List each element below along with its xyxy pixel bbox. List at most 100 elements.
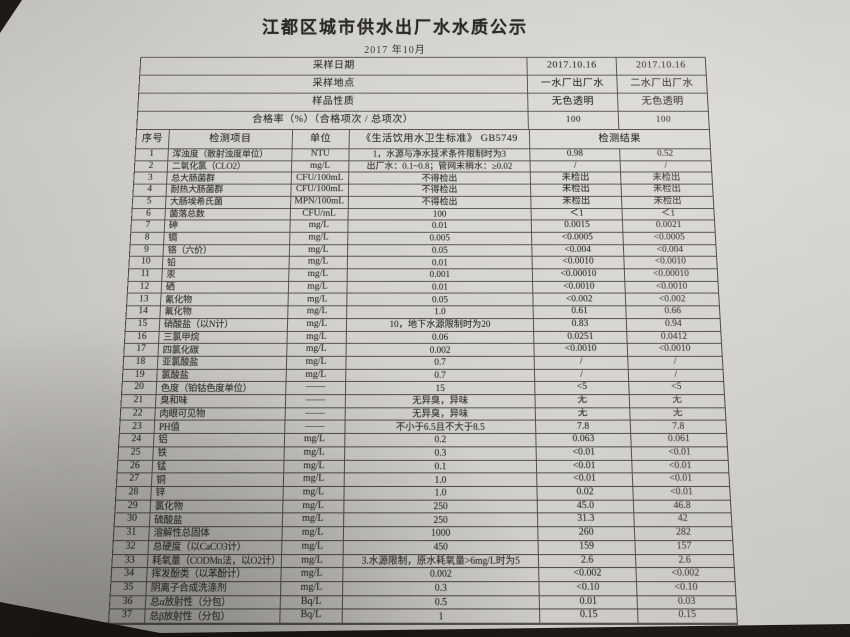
cell-result-plant2: 42 xyxy=(634,513,732,528)
cell-no: 12 xyxy=(127,281,163,294)
cell-result-plant1: <0.004 xyxy=(532,244,625,258)
cell-result-plant1: 0.063 xyxy=(536,434,632,448)
cell-no: 27 xyxy=(116,473,153,488)
cell-result-plant1: 0.01 xyxy=(539,595,639,610)
cell-standard: 0.05 xyxy=(347,293,534,307)
meta-label: 样品性质 xyxy=(138,93,529,112)
table-row: 4 耐热大肠菌群 CFU/100mL 不得检出 未检出 未检出 xyxy=(133,184,713,197)
table-row: 18 亚氯酸盐 mg/L 0.7 / / xyxy=(123,356,723,370)
cell-item: 挥发酚类（以苯酚计） xyxy=(146,568,282,583)
cell-unit: mg/L xyxy=(283,487,345,501)
cell-unit: mg/L xyxy=(284,447,346,461)
cell-result-plant2: 未检出 xyxy=(621,184,713,197)
cell-no: 24 xyxy=(119,434,155,448)
cell-standard: 出厂水：0.1~0.8；管网末梢水：≥0.02 xyxy=(349,161,531,173)
cell-result-plant2: <5 xyxy=(629,382,724,396)
cell-result-plant2: 0.0412 xyxy=(627,331,722,345)
meta-value-plant2: 无色透明 xyxy=(617,93,708,112)
cell-result-plant1: <0.01 xyxy=(536,447,633,461)
cell-item: 锌 xyxy=(151,487,284,501)
cell-unit: mg/L xyxy=(286,344,347,357)
table-row: 14 氟化物 mg/L 1.0 0.61 0.66 xyxy=(126,306,720,319)
cell-no: 4 xyxy=(133,184,167,197)
title-block: 江都区城市供水出厂水水质公示 2017 年10月 xyxy=(0,13,790,56)
table-row: 21 臭和味 —— 无异臭，异味 无 无 xyxy=(121,395,725,409)
cell-item: 耗氧量（CODMn法，以O2计） xyxy=(147,554,282,569)
cell-item: 总α放射性（分包） xyxy=(145,595,281,610)
table-row: 10 铅 mg/L 0.01 <0.0010 <0.0010 xyxy=(129,257,717,270)
cell-result-plant1: 159 xyxy=(538,540,636,555)
table-row: 33 耗氧量（CODMn法，以O2计） mg/L 3.水源限制，原水耗氧量>6m… xyxy=(112,554,734,569)
cell-result-plant1: <0.0010 xyxy=(532,257,625,270)
cell-item: 大肠埃希氏菌 xyxy=(165,196,291,209)
cell-no: 32 xyxy=(112,540,150,555)
cell-standard: 0.05 xyxy=(347,244,533,258)
cell-result-plant1: / xyxy=(534,369,630,383)
meta-row-sample-nature: 样品性质 无色透明 无色透明 xyxy=(138,93,708,112)
cell-result-plant2: <0.01 xyxy=(632,473,730,488)
col-header-item: 检测项目 xyxy=(168,129,293,150)
cell-result-plant2: <0.0010 xyxy=(627,344,722,357)
cell-result-plant1: <0.10 xyxy=(539,582,638,596)
cell-unit: mg/L xyxy=(289,257,348,270)
cell-unit: mg/L xyxy=(288,281,348,294)
cell-no: 16 xyxy=(124,331,160,345)
cell-no: 19 xyxy=(122,369,158,383)
meta-value-plant1: 2017.10.16 xyxy=(527,57,617,76)
cell-unit: —— xyxy=(285,395,346,409)
cell-unit: mg/L xyxy=(291,161,350,173)
cell-unit: NTU xyxy=(291,149,350,162)
cell-standard: 不小于6.5且不大于8.5 xyxy=(345,421,537,435)
cell-item: 溶解性总固体 xyxy=(149,527,283,541)
cell-standard: 0.01 xyxy=(348,220,533,233)
cell-result-plant2: / xyxy=(628,356,723,370)
cell-unit: Bq/L xyxy=(280,595,344,610)
cell-unit: CFU/100mL xyxy=(290,184,349,197)
cell-item: 硫酸盐 xyxy=(149,513,283,528)
cell-result-plant2: 0.0021 xyxy=(622,220,715,233)
cell-result-plant1: <0.002 xyxy=(533,293,627,307)
cell-unit: mg/L xyxy=(281,554,344,569)
table-row: 7 砷 mg/L 0.01 0.0015 0.0021 xyxy=(131,220,715,233)
table-row: 13 氰化物 mg/L 0.05 <0.002 <0.002 xyxy=(127,293,719,307)
cell-result-plant2: <0.0010 xyxy=(624,257,717,270)
cell-standard: 0.002 xyxy=(343,568,540,583)
cell-standard: 1.0 xyxy=(344,473,538,488)
col-header-no: 序号 xyxy=(136,129,170,150)
cell-item: 铜 xyxy=(151,473,284,488)
cell-item: 砷 xyxy=(164,220,291,233)
table-row: 12 硒 mg/L 0.01 <0.0010 <0.0010 xyxy=(127,281,719,294)
column-header-row: 序号 检测项目 单位 《生活饮用水卫生标准》 GB5749 检测结果 xyxy=(136,129,710,150)
cell-result-plant1: 未检出 xyxy=(531,196,623,209)
cell-standard: 0.7 xyxy=(346,369,536,383)
cell-result-plant1: 45.0 xyxy=(537,500,635,514)
cell-item: 锰 xyxy=(152,460,285,474)
data-rows: 1 浑浊度（散射浊度单位） NTU 1，水源与净水技术条件限制时为3 0.98 … xyxy=(109,149,737,624)
cell-result-plant2: 无 xyxy=(630,408,726,422)
cell-standard: 1，水源与净水技术条件限制时为3 xyxy=(349,149,531,162)
cell-result-plant1: 0.61 xyxy=(533,306,627,319)
cell-result-plant2: 2.6 xyxy=(635,554,734,569)
cell-result-plant2: 0.15 xyxy=(638,609,737,624)
cell-result-plant2: 0.66 xyxy=(626,306,720,319)
cell-item: 臭和味 xyxy=(155,395,286,409)
col-header-result: 检测结果 xyxy=(529,129,710,150)
meta-value-plant1: 无色透明 xyxy=(528,93,619,112)
table-row: 29 氯化物 mg/L 250 45.0 46.8 xyxy=(115,500,731,514)
cell-unit: —— xyxy=(285,382,347,396)
cell-item: PH值 xyxy=(154,421,286,435)
cell-standard: 250 xyxy=(344,500,539,514)
cell-result-plant2: 46.8 xyxy=(633,500,731,514)
cell-unit: mg/L xyxy=(289,244,349,258)
cell-unit: mg/L xyxy=(288,269,348,282)
table-row: 9 铬（六价） mg/L 0.05 <0.004 <0.004 xyxy=(129,244,717,258)
cell-item: 肉眼可见物 xyxy=(155,408,286,422)
page-subtitle: 2017 年10月 xyxy=(364,45,426,56)
cell-no: 23 xyxy=(119,421,156,435)
cell-standard: 0.3 xyxy=(344,447,537,461)
cell-no: 36 xyxy=(109,595,147,610)
cell-standard: 无异臭，异味 xyxy=(345,395,536,409)
cell-result-plant2: 0.94 xyxy=(626,318,721,332)
table-row: 6 菌落总数 CFU/mL 100 ＜1 ＜1 xyxy=(131,208,714,221)
cell-unit: Bq/L xyxy=(279,609,343,624)
